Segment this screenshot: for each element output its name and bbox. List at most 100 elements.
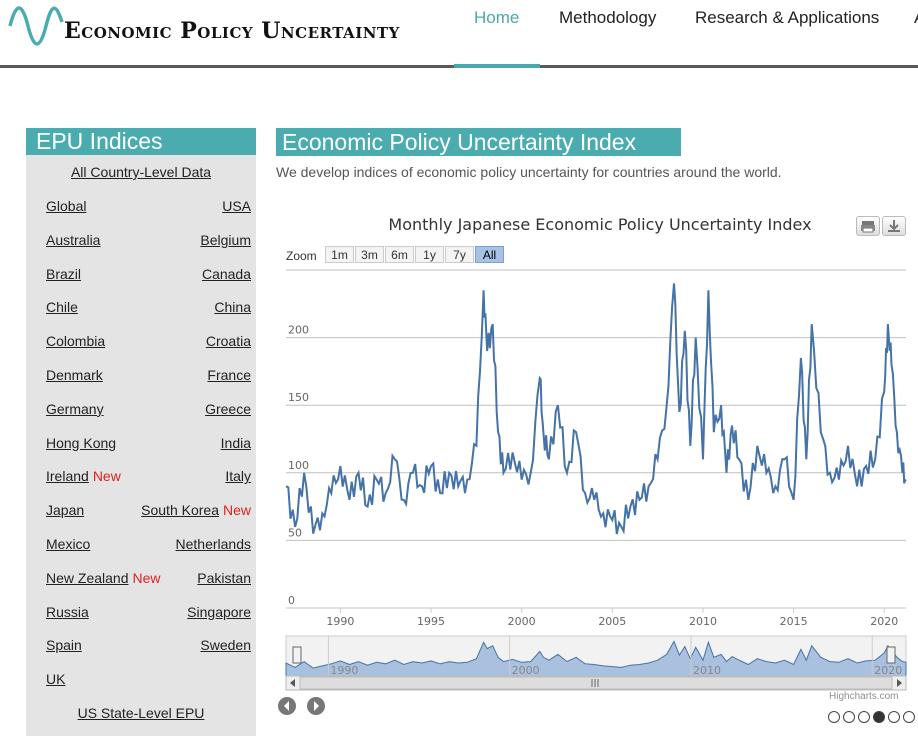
country-label: Hong Kong: [46, 434, 117, 451]
link-denmark[interactable]: Denmark: [46, 367, 103, 383]
link-spain[interactable]: Spain: [46, 637, 82, 653]
country-label: South Korea: [141, 502, 219, 519]
x-axis-ticks: 1990 1995 2000 2005 2010 2015 2020: [326, 608, 898, 628]
chevron-left-icon: [284, 701, 289, 711]
country-label: Russia: [46, 603, 89, 620]
country-label: Spain: [46, 637, 82, 654]
series-line: [285, 283, 907, 535]
pagination-dot[interactable]: [843, 711, 855, 723]
navigator-right-handle[interactable]: [886, 646, 896, 664]
logo-wave-icon[interactable]: [8, 6, 64, 59]
country-label: Japan: [46, 502, 85, 519]
navigator-tick-label: 1990: [330, 664, 358, 677]
pagination-dot[interactable]: [858, 711, 870, 723]
link-india[interactable]: India: [221, 435, 251, 451]
link-china[interactable]: China: [214, 299, 251, 315]
link-sweden[interactable]: Sweden: [200, 637, 251, 653]
navigator[interactable]: 1990 2000 2010 2020: [285, 635, 907, 691]
link-uk[interactable]: UK: [46, 671, 65, 687]
link-croatia[interactable]: Croatia: [206, 333, 251, 349]
link-canada[interactable]: Canada: [202, 266, 251, 282]
highcharts-credit[interactable]: Highcharts.com: [829, 691, 899, 702]
country-label: Australia: [46, 231, 101, 248]
nav-home[interactable]: Home: [474, 8, 520, 27]
x-tick-label: 2015: [780, 615, 808, 628]
country-label: Greece: [205, 400, 251, 417]
link-japan[interactable]: Japan: [46, 502, 84, 518]
page-title: Economic Policy Uncertainty Index: [276, 128, 681, 156]
link-germany[interactable]: Germany: [46, 401, 104, 417]
country-label: USA: [222, 198, 251, 214]
country-label: India: [220, 434, 251, 451]
link-us-state-level-epu[interactable]: US State-Level EPU: [77, 705, 205, 721]
zoom-button-1y[interactable]: 1y: [415, 246, 444, 263]
link-ireland[interactable]: Ireland New: [46, 468, 121, 484]
zoom-button-7y[interactable]: 7y: [445, 246, 474, 263]
zoom-button-6m[interactable]: 6m: [385, 246, 414, 263]
x-tick-label: 1995: [417, 615, 445, 628]
link-all-country-data[interactable]: All Country-Level Data: [70, 164, 212, 180]
link-mexico[interactable]: Mexico: [46, 536, 90, 552]
nav-more[interactable]: A: [914, 8, 918, 28]
download-icon: [888, 220, 900, 232]
link-new-zealand[interactable]: New Zealand New: [46, 570, 161, 586]
link-france[interactable]: France: [207, 367, 251, 383]
export-chart-button[interactable]: [882, 216, 906, 236]
link-netherlands[interactable]: Netherlands: [176, 536, 252, 552]
link-pakistan[interactable]: Pakistan: [197, 570, 251, 586]
link-russia[interactable]: Russia: [46, 604, 89, 620]
y-tick-label: 150: [288, 391, 309, 404]
nav-methodology[interactable]: Methodology: [559, 8, 657, 27]
navigator-scrollbar-thumb[interactable]: [299, 676, 893, 690]
link-singapore[interactable]: Singapore: [187, 604, 251, 620]
pagination-dot[interactable]: [888, 711, 900, 723]
new-badge: New: [132, 569, 161, 586]
scroll-right-arrow-icon[interactable]: [897, 679, 902, 687]
country-label: Netherlands: [175, 536, 252, 552]
country-label: Colombia: [46, 333, 106, 350]
scroll-left-arrow-icon[interactable]: [290, 679, 295, 687]
x-tick-label: 2005: [598, 615, 626, 628]
country-label: Pakistan: [197, 569, 251, 586]
sidebar: EPU Indices All Country-Level Data Globa…: [26, 128, 256, 736]
link-south-korea[interactable]: South Korea New: [141, 502, 251, 518]
link-hong-kong[interactable]: Hong Kong: [46, 435, 116, 451]
page-description: We develop indices of economic policy un…: [276, 164, 782, 180]
country-label: Singapore: [187, 603, 251, 620]
link-australia[interactable]: Australia: [46, 232, 100, 248]
new-badge: New: [222, 502, 251, 519]
link-usa[interactable]: USA: [222, 198, 251, 214]
zoom-button-1m[interactable]: 1m: [325, 246, 354, 263]
zoom-button-All[interactable]: All: [475, 246, 504, 263]
navigator-left-handle[interactable]: [292, 646, 302, 664]
link-brazil[interactable]: Brazil: [46, 266, 81, 282]
nav-active-indicator: [454, 64, 540, 68]
country-label: China: [214, 299, 251, 316]
pagination-dot[interactable]: [903, 711, 915, 723]
country-label: UK: [46, 671, 66, 688]
zoom-button-3m[interactable]: 3m: [355, 246, 384, 263]
link-chile[interactable]: Chile: [46, 299, 78, 315]
x-tick-label: 2020: [870, 615, 898, 628]
prev-slide-button[interactable]: [278, 697, 296, 715]
next-slide-button[interactable]: [307, 697, 325, 715]
country-label: Belgium: [200, 231, 251, 248]
link-colombia[interactable]: Colombia: [46, 333, 105, 349]
x-tick-label: 1990: [326, 615, 354, 628]
chevron-right-icon: [314, 701, 319, 711]
link-global[interactable]: Global: [46, 198, 86, 214]
print-chart-button[interactable]: [856, 216, 880, 236]
sidebar-title: EPU Indices: [26, 128, 256, 155]
print-icon: [861, 221, 875, 233]
country-label: Canada: [201, 265, 251, 282]
y-axis-ticks: 0 50 100 150 200: [288, 324, 309, 607]
pagination-dot[interactable]: [873, 711, 885, 723]
pagination-dot[interactable]: [828, 711, 840, 723]
zoom-label: Zoom: [286, 249, 317, 263]
link-belgium[interactable]: Belgium: [200, 232, 251, 248]
nav-research-applications[interactable]: Research & Applications: [695, 8, 880, 27]
link-greece[interactable]: Greece: [205, 401, 251, 417]
country-label: Italy: [225, 468, 251, 485]
link-italy[interactable]: Italy: [225, 468, 251, 484]
site-logo-text[interactable]: Economic Policy Uncertainty: [64, 18, 400, 44]
